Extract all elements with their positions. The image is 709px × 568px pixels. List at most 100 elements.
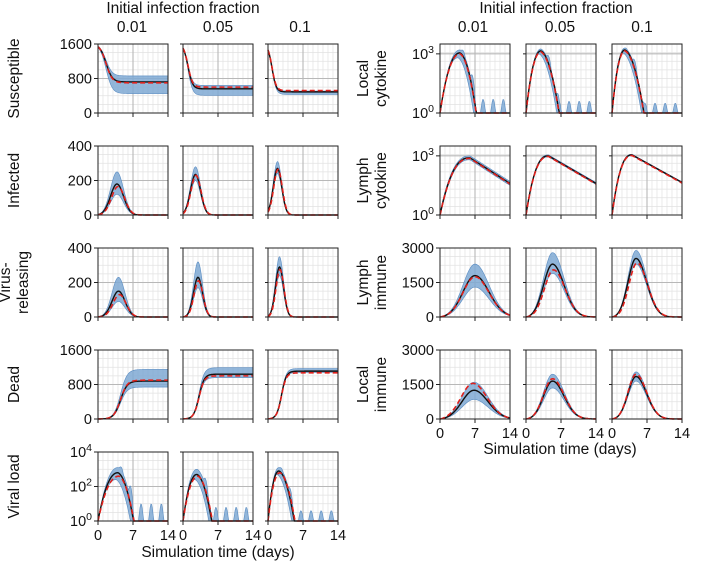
right-panel-r2-c2: [609, 247, 683, 321]
left-x-tick-label: 7: [214, 528, 222, 544]
right-ylabel-row1: Lymphcytokine: [355, 152, 390, 209]
y-tick-label: 400: [68, 241, 92, 257]
y-tick-label: 102: [70, 477, 92, 496]
right-x-tick-label: 14: [674, 426, 690, 442]
model-fit-dashed-line: [439, 382, 511, 420]
left-panel-r3-c1: [180, 349, 254, 423]
y-tick-label: 400: [68, 139, 92, 155]
right-x-tick-label: 0: [608, 426, 616, 442]
model-fit-dashed-line: [611, 154, 683, 216]
y-tick-label: 0: [84, 310, 92, 326]
model-fit-dashed-line: [525, 377, 597, 420]
left-x-tick-label: 0: [179, 528, 187, 544]
y-tick-label: 1500: [402, 276, 434, 292]
y-tick-label: 200: [68, 276, 92, 292]
right-panel-r3-c1: [523, 349, 597, 423]
left-x-tick-label: 14: [330, 528, 346, 544]
left-panel-r0-c0: 0 800 1600: [60, 37, 169, 122]
panel-grid: 0 800 1600 Susceptible 0 200 400 Infected 0 200 40…: [0, 37, 690, 544]
col-label-0.05: 0.05: [203, 19, 233, 36]
simulation-mean-line: [182, 373, 253, 420]
right-panel-r0-c1: [523, 43, 597, 117]
left-panel-r2-c1: [180, 247, 254, 321]
left-ylabel-row4: Viral load: [6, 454, 23, 518]
right-panel-r1-c2: [609, 145, 683, 219]
left-x-tick-label: 14: [160, 528, 176, 544]
left-panel-r0-c1: [180, 43, 254, 117]
right-x-tick-label: 14: [502, 426, 518, 442]
y-tick-label: 103: [412, 44, 434, 63]
simulation-mean-line: [182, 48, 253, 90]
model-fit-dashed-line: [97, 379, 168, 420]
model-fit-dashed-line: [267, 49, 338, 92]
right-group-title: Initial infection fraction: [479, 0, 632, 17]
left-panel-r0-c2: [265, 43, 339, 117]
y-tick-label: 0: [84, 106, 92, 122]
left-panel-r1-c2: [265, 145, 339, 219]
left-ylabel-row1: Infected: [6, 153, 23, 208]
left-panel-r3-c0: 0 800 1600: [60, 343, 169, 428]
model-fit-dashed-line: [267, 372, 338, 420]
col-label-0.05: 0.05: [545, 19, 575, 36]
model-fit-dashed-line: [525, 269, 597, 318]
y-tick-label: 103: [412, 146, 434, 165]
model-fit-dashed-line: [439, 157, 511, 216]
model-fit-dashed-line: [97, 46, 168, 84]
simulation-range-band: [525, 48, 596, 114]
y-tick-label: 800: [68, 378, 92, 394]
y-tick-label: 100: [70, 511, 92, 530]
col-label-0.01: 0.01: [458, 19, 488, 36]
y-tick-label: 1600: [60, 343, 92, 359]
left-ylabel-row3: Dead: [6, 366, 23, 403]
left-panel-r2-c2: [265, 247, 339, 321]
col-label-0.1: 0.1: [631, 19, 653, 36]
left-ylabel-row2: Virus-releasing: [0, 251, 32, 314]
y-tick-label: 1500: [402, 378, 434, 394]
right-x-tick-label: 7: [471, 426, 479, 442]
right-x-axis-label: Simulation time (days): [483, 441, 636, 458]
right-panel-r3-c2: [609, 349, 683, 423]
y-tick-label: 0: [426, 310, 434, 326]
y-tick-label: 200: [68, 174, 92, 190]
left-x-tick-label: 7: [299, 528, 307, 544]
left-panel-r4-c0: 100 102 104: [70, 442, 169, 530]
y-tick-label: 3000: [402, 241, 434, 257]
left-x-tick-label: 0: [264, 528, 272, 544]
right-panel-r1-c1: [523, 145, 597, 219]
left-panel-r4-c2: [265, 451, 339, 525]
left-x-axis-label: Simulation time (days): [141, 544, 294, 561]
simulation-mean-line: [439, 274, 511, 318]
y-tick-label: 800: [68, 72, 92, 88]
right-panel-r0-c0: 100 103: [412, 43, 511, 122]
right-panel-r2-c0: 0 1500 3000: [402, 241, 511, 326]
simulation-range-band: [182, 468, 253, 522]
right-x-tick-label: 14: [588, 426, 604, 442]
right-ylabel-row0: Localcytokine: [355, 50, 390, 107]
left-x-tick-label: 14: [245, 528, 261, 544]
col-label-0.01: 0.01: [117, 19, 147, 36]
left-ylabel-row0: Susceptible: [6, 38, 23, 118]
right-panel-r3-c0: 0 1500 3000: [402, 343, 511, 428]
simulation-mean-line: [267, 370, 338, 420]
y-tick-label: 100: [412, 205, 434, 224]
right-x-tick-label: 0: [436, 426, 444, 442]
right-panel-r0-c2: [609, 43, 683, 117]
left-panel-r1-c1: [180, 145, 254, 219]
right-ylabel-row3: Localimmune: [355, 357, 390, 412]
left-x-tick-label: 0: [94, 528, 102, 544]
simulation-mean-line: [267, 49, 338, 93]
right-x-tick-label: 7: [557, 426, 565, 442]
y-tick-label: 0: [426, 412, 434, 428]
y-tick-label: 100: [412, 103, 434, 122]
left-group-title: Initial infection fraction: [106, 0, 259, 17]
right-x-tick-label: 0: [522, 426, 530, 442]
simulation-range-band: [611, 47, 682, 114]
right-column-labels: 0.01 0.05 0.1: [458, 19, 653, 36]
left-panel-r3-c2: [265, 349, 339, 423]
y-tick-label: 0: [84, 208, 92, 224]
left-column-labels: 0.01 0.05 0.1: [117, 19, 311, 36]
right-ylabel-row2: Lymphimmune: [355, 255, 390, 310]
model-fit-dashed-line: [267, 268, 338, 318]
right-panel-r2-c1: [523, 247, 597, 321]
